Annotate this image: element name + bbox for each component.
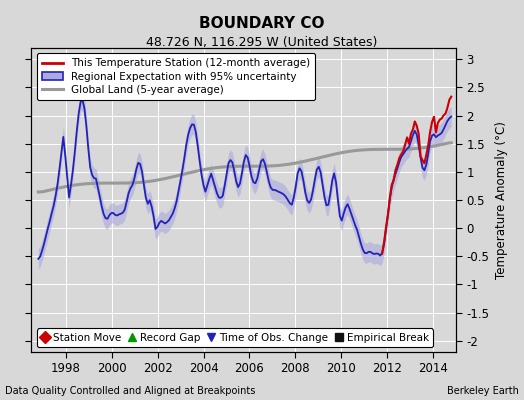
Legend: Station Move, Record Gap, Time of Obs. Change, Empirical Break: Station Move, Record Gap, Time of Obs. C… xyxy=(37,328,433,347)
Text: Data Quality Controlled and Aligned at Breakpoints: Data Quality Controlled and Aligned at B… xyxy=(5,386,256,396)
Y-axis label: Temperature Anomaly (°C): Temperature Anomaly (°C) xyxy=(495,121,508,279)
Text: 48.726 N, 116.295 W (United States): 48.726 N, 116.295 W (United States) xyxy=(146,36,378,49)
Text: Berkeley Earth: Berkeley Earth xyxy=(447,386,519,396)
Text: BOUNDARY CO: BOUNDARY CO xyxy=(199,16,325,31)
